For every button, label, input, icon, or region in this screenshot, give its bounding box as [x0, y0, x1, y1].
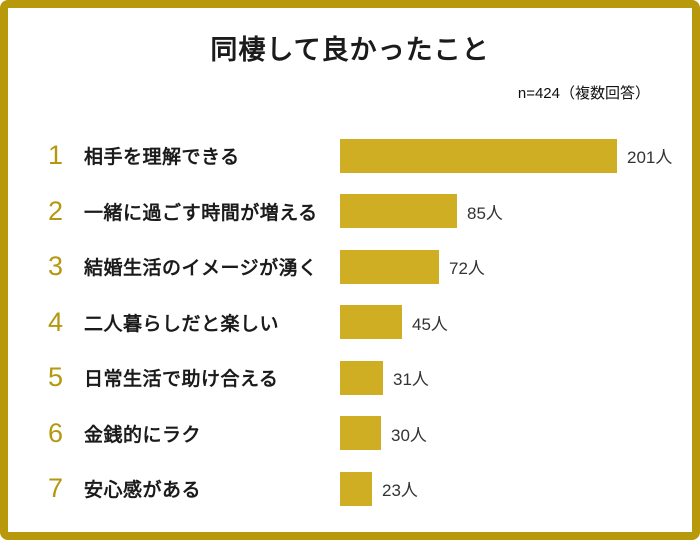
- value-bar: [340, 138, 617, 173]
- rank-number: 7: [48, 473, 64, 504]
- category-label: 一緒に過ごす時間が増える: [84, 202, 318, 224]
- category-label: 結婚生活のイメージが湧く: [84, 258, 318, 280]
- rank-number: 2: [48, 195, 64, 226]
- category-label: 金銭的にラク: [84, 424, 202, 446]
- value-label: 72人: [449, 259, 485, 279]
- value-label: 31人: [393, 370, 429, 390]
- value-label: 85人: [467, 203, 503, 223]
- value-label: 201人: [627, 148, 673, 168]
- category-label: 相手を理解できる: [84, 147, 240, 169]
- rank-number: 4: [48, 306, 64, 337]
- ranking-row: 7 安心感がある 23人: [8, 461, 692, 517]
- ranking-row: 5 日常生活で助け合える 31人: [8, 350, 692, 406]
- ranking-row: 2 一緒に過ごす時間が増える 85人: [8, 184, 692, 240]
- category-label: 安心感がある: [84, 480, 202, 502]
- value-bar: [340, 249, 439, 284]
- ranking-row: 1 相手を理解できる 201人: [8, 128, 692, 184]
- value-bar: [340, 194, 457, 229]
- rank-number: 6: [48, 417, 64, 448]
- value-label: 23人: [382, 481, 418, 501]
- ranking-row: 4 二人暮らしだと楽しい 45人: [8, 295, 692, 351]
- ranking-bar-chart: 1 相手を理解できる 201人 2 一緒に過ごす時間が増える 85人 3 結婚生…: [8, 128, 692, 517]
- value-label: 30人: [391, 425, 427, 445]
- rank-number: 3: [48, 251, 64, 282]
- value-bar: [340, 360, 383, 395]
- ranking-row: 3 結婚生活のイメージが湧く 72人: [8, 239, 692, 295]
- value-label: 45人: [412, 314, 448, 334]
- value-bar: [340, 471, 372, 506]
- sample-size-note: n=424（複数回答）: [517, 85, 650, 102]
- rank-number: 5: [48, 362, 64, 393]
- ranking-row: 6 金銭的にラク 30人: [8, 406, 692, 462]
- value-bar: [340, 305, 402, 340]
- rank-number: 1: [48, 140, 64, 171]
- category-label: 日常生活で助け合える: [84, 369, 279, 391]
- chart-title: 同棲して良かったこと: [210, 35, 490, 65]
- category-label: 二人暮らしだと楽しい: [84, 313, 280, 335]
- value-bar: [340, 416, 381, 451]
